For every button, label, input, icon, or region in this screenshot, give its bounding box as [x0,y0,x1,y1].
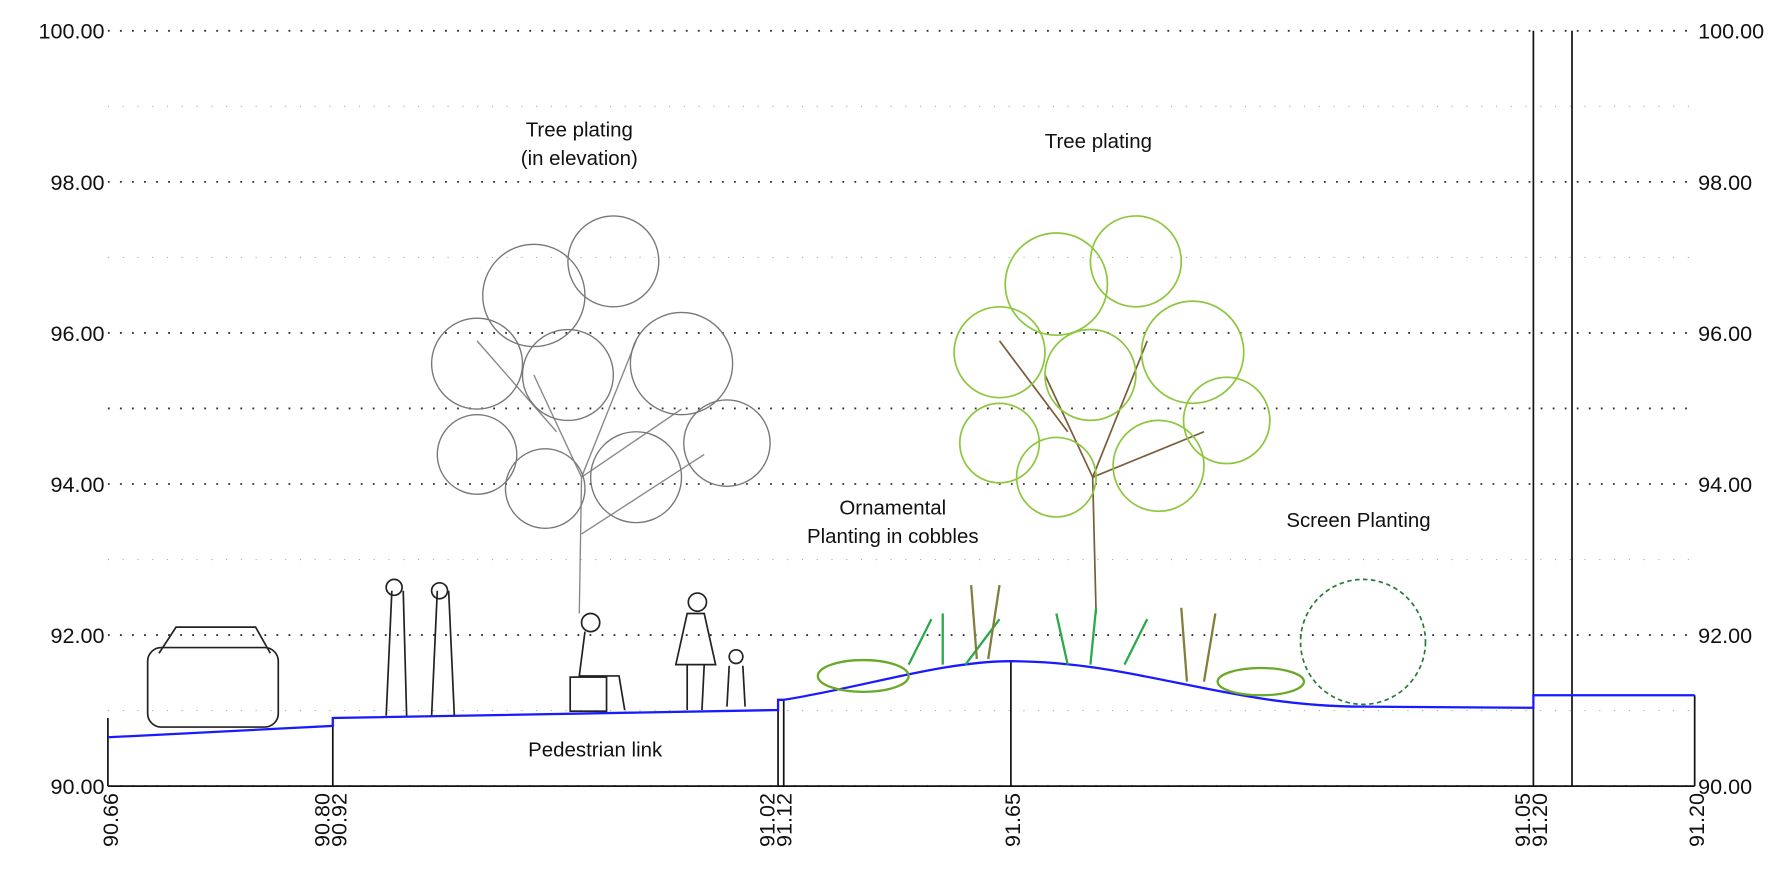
child [727,666,745,707]
annotation: Planting in cobbles [807,525,979,548]
planting [818,579,1426,704]
elevation-label: 94.00 [50,472,104,497]
section-drawing: 100.00 100.00 98.00 98.00 96.00 96.00 94.00 94.… [0,0,1781,876]
annotation: (in elevation) [521,147,638,170]
elevation-label: 100.00 [1698,19,1764,44]
station-level: 90.92 [326,793,351,847]
annotation: Ornamental [839,497,946,520]
annotation: Tree plating [1045,130,1152,153]
bench [570,677,606,711]
elevation-label: 98.00 [50,170,104,195]
person [676,613,716,710]
elevation-label: 90.00 [50,774,104,799]
labels: 100.00 100.00 98.00 98.00 96.00 96.00 94.00 94.… [38,19,1764,847]
people [386,591,454,716]
grass [909,608,1148,665]
annotation: Tree plating [526,118,633,141]
tree-planting [954,216,1270,614]
tree-elevation [432,216,770,614]
car [148,648,279,728]
station-level: 91.20 [1527,793,1552,847]
person [386,579,402,595]
person [432,583,448,599]
grid [108,31,1695,786]
elevation-label: 92.00 [1698,623,1752,648]
elevation-label: 96.00 [1698,321,1752,346]
shrub [1301,579,1426,704]
elevation-label: 100.00 [38,19,104,44]
elevation-label: 92.00 [50,623,104,648]
shrub [1218,668,1304,695]
station-level: 90.66 [98,793,123,847]
elevation-label: 94.00 [1698,472,1752,497]
figures [148,579,745,727]
shrub [818,660,909,692]
ground-profile [108,661,1695,737]
person [579,632,624,710]
person [582,613,600,631]
elevation-label: 96.00 [50,321,104,346]
annotation: Screen Planting [1286,509,1430,532]
station-level: 91.65 [1000,793,1025,847]
car-roof [159,627,270,653]
child [729,650,743,664]
station-level: 91.20 [1684,793,1709,847]
station-level: 91.12 [772,793,797,847]
elevation-label: 98.00 [1698,170,1752,195]
annotation: Pedestrian link [528,739,663,762]
page: {"elevation_axis": {"left_labels": ["100… [0,0,1781,876]
person [688,593,706,611]
